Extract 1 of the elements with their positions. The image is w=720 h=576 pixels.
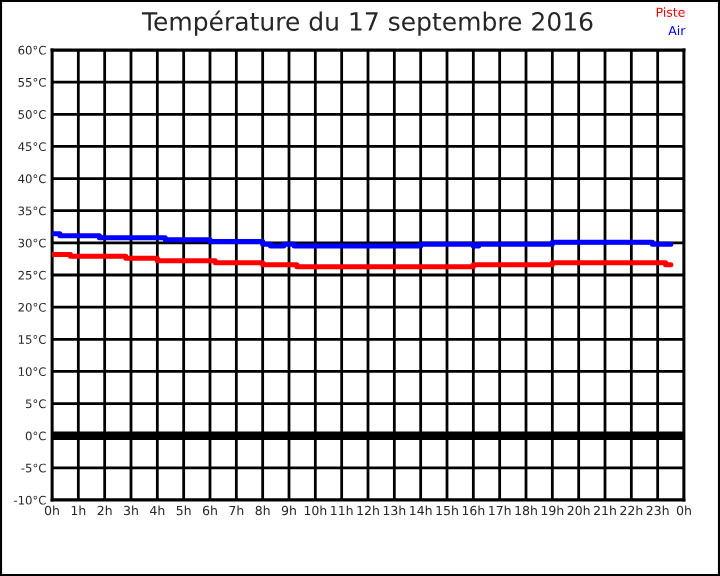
chart-title: Température du 17 septembre 2016 <box>141 10 593 36</box>
